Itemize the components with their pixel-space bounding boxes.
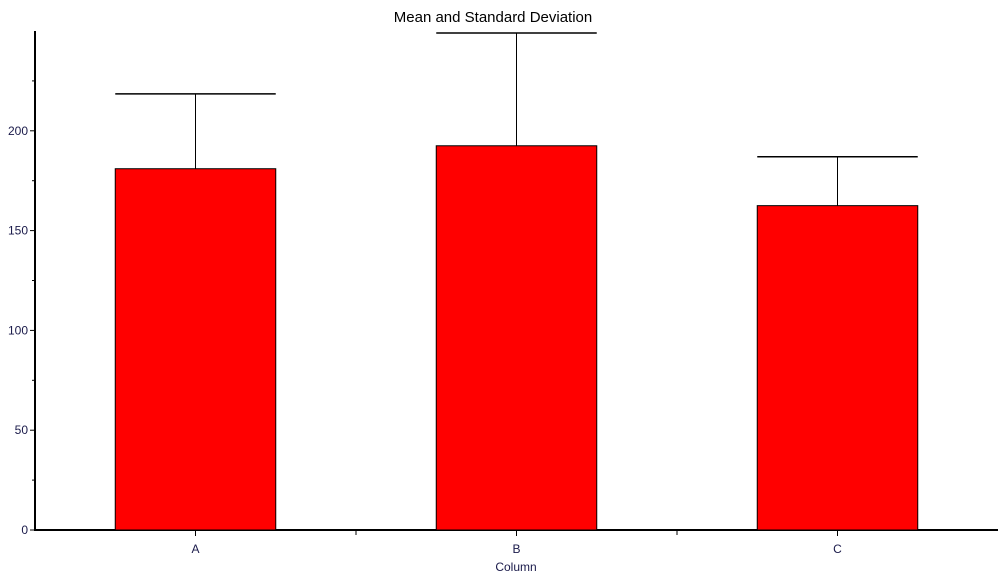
bar-C <box>756 205 919 531</box>
y-tick-label: 50 <box>15 423 29 437</box>
y-tick-label: 150 <box>8 224 28 238</box>
y-tick-label: 200 <box>8 124 28 138</box>
x-tick-label-C: C <box>833 542 842 556</box>
x-tick-label-A: A <box>191 542 199 556</box>
bar-B <box>435 145 598 531</box>
bar-A <box>114 168 277 531</box>
y-tick-label: 100 <box>8 323 28 337</box>
x-axis-label: Column <box>495 560 536 574</box>
x-tick-label-B: B <box>512 542 520 556</box>
y-tick-label: 0 <box>21 523 28 537</box>
plot-area: 0 50 100 150 200 A B C <box>8 31 998 556</box>
chart-title: Mean and Standard Deviation <box>394 9 592 26</box>
